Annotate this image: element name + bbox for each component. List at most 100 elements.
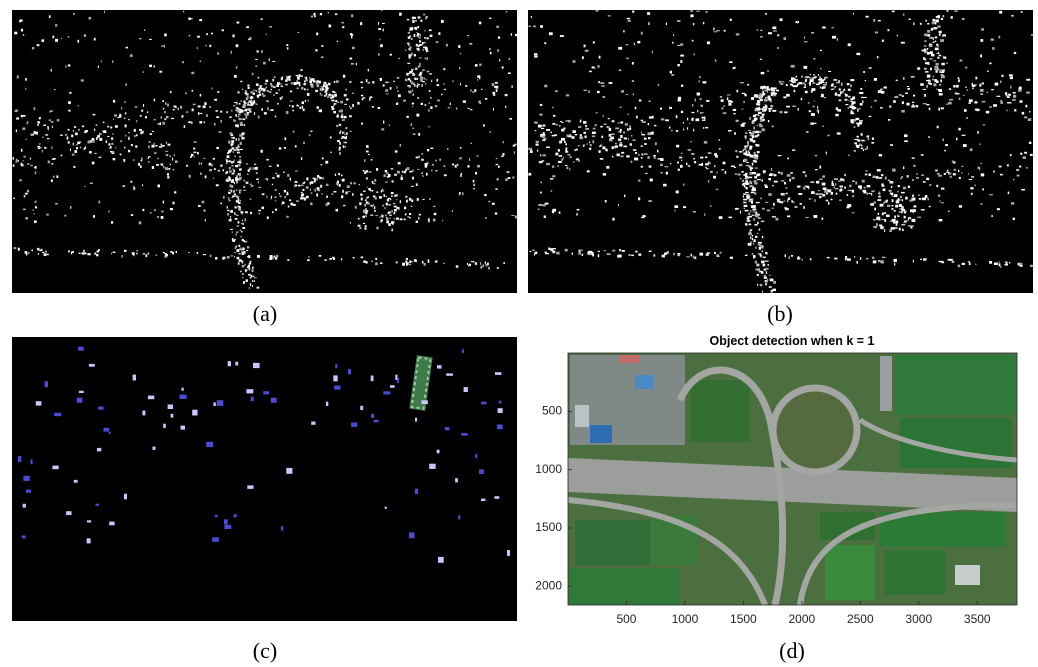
speckle <box>217 52 219 54</box>
speckle <box>82 126 84 128</box>
speckle <box>65 134 67 135</box>
speckle <box>1008 102 1012 103</box>
speckle <box>855 182 857 185</box>
speckle <box>125 135 126 137</box>
speckle <box>154 209 156 211</box>
speckle <box>265 83 267 85</box>
speckle <box>958 77 960 79</box>
speckle <box>903 14 905 16</box>
detection-blob <box>445 427 450 430</box>
speckle <box>17 75 19 78</box>
speckle <box>901 224 905 225</box>
speckle <box>765 202 768 203</box>
speckle <box>860 103 863 106</box>
speckle <box>757 108 760 111</box>
speckle <box>936 44 938 46</box>
speckle <box>447 148 449 149</box>
speckle <box>831 85 834 87</box>
speckle <box>508 177 511 179</box>
speckle <box>240 118 243 120</box>
speckle <box>1007 164 1009 166</box>
speckle <box>785 187 788 188</box>
speckle <box>741 171 743 173</box>
speckle <box>818 190 820 191</box>
speckle <box>776 90 779 92</box>
speckle <box>811 191 815 194</box>
speckle <box>51 121 54 122</box>
speckle <box>211 33 213 35</box>
speckle <box>111 253 112 255</box>
speckle <box>909 19 911 21</box>
detection-blob <box>98 407 103 410</box>
detection-blob <box>54 413 61 416</box>
speckle <box>234 193 236 195</box>
speckle <box>236 66 238 68</box>
speckle <box>678 100 681 102</box>
speckle <box>572 136 575 139</box>
speckle <box>229 190 232 191</box>
speckle <box>766 87 769 89</box>
speckle <box>229 170 232 171</box>
speckle <box>205 176 207 179</box>
speckle <box>752 135 754 138</box>
speckle <box>383 29 384 32</box>
speckle <box>931 28 933 31</box>
speckle <box>165 102 166 104</box>
speckle <box>663 184 667 187</box>
speckle <box>309 81 312 84</box>
speckle <box>126 84 127 86</box>
speckle <box>149 39 152 40</box>
speckle <box>604 250 605 251</box>
speckle <box>879 177 882 179</box>
speckle <box>657 158 661 159</box>
speckle <box>902 101 904 104</box>
speckle <box>552 135 555 136</box>
speckle <box>699 81 700 83</box>
speckle <box>366 79 368 82</box>
speckle <box>302 101 305 104</box>
speckle <box>170 164 171 165</box>
speckle <box>928 136 930 137</box>
speckle <box>249 263 251 265</box>
speckle <box>841 189 843 191</box>
speckle <box>930 46 932 47</box>
speckle <box>419 214 421 216</box>
speckle <box>927 54 929 55</box>
speckle <box>791 77 794 79</box>
speckle <box>840 186 843 188</box>
speckle <box>752 198 754 201</box>
detection-blob <box>77 398 83 403</box>
speckle <box>615 146 618 148</box>
speckle <box>558 161 562 163</box>
speckle <box>804 66 808 69</box>
speckle <box>754 224 757 226</box>
speckle <box>761 221 765 222</box>
speckle <box>472 261 474 262</box>
speckle <box>376 192 378 193</box>
speckle <box>234 212 236 213</box>
speckle <box>649 101 651 102</box>
speckle <box>246 163 248 164</box>
speckle <box>857 109 859 111</box>
speckle <box>191 154 194 156</box>
speckle <box>25 217 28 220</box>
speckle <box>828 71 831 72</box>
speckle <box>237 249 239 252</box>
detection-blob <box>97 448 101 452</box>
speckle <box>448 107 451 108</box>
speckle <box>235 109 237 111</box>
speckle <box>579 250 583 251</box>
speckle <box>944 173 946 175</box>
speckle <box>112 151 114 153</box>
speckle <box>930 51 933 54</box>
speckle <box>756 144 760 146</box>
speckle <box>861 97 863 98</box>
speckle <box>746 187 748 190</box>
speckle <box>578 252 581 254</box>
speckle <box>879 192 880 195</box>
speckle <box>642 154 644 156</box>
speckle <box>537 150 538 152</box>
speckle <box>582 56 584 59</box>
speckle <box>370 96 373 98</box>
speckle <box>901 192 905 193</box>
